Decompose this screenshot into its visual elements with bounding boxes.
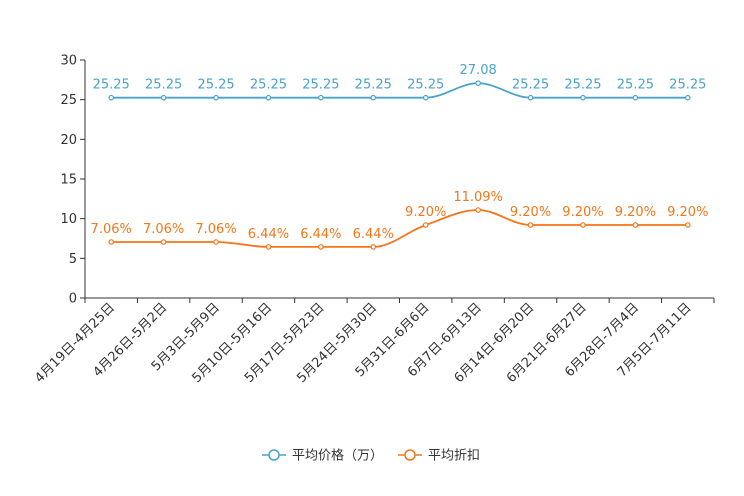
data-label: 11.09% [453,190,503,205]
data-point [527,94,534,101]
data-label: 27.08 [460,63,497,78]
data-point [160,94,167,101]
data-point [422,222,429,228]
data-point [318,94,324,101]
y-tick-label: 20 [60,133,77,148]
data-label: 7.06% [143,222,184,237]
data-label: 9.20% [405,205,446,220]
data-label: 9.20% [667,205,708,220]
y-tick-label: 25 [60,93,77,108]
y-tick-label: 5 [69,252,77,267]
data-label: 6.44% [300,227,341,242]
legend-item-average-discount: 平均折扣 [398,449,480,464]
data-point [265,244,272,250]
data-point [632,94,639,101]
data-label: 7.06% [195,222,236,237]
legend-label: 平均折扣 [428,449,480,464]
chart-series: 25.25 25.25 25.25 25.25 25.25 25.25 25.25 27.08… [91,63,708,250]
chart-legend: 平均价格（万） 平均折扣 [262,448,480,464]
y-tick-label: 30 [60,54,77,69]
y-tick-label: 10 [60,212,77,227]
legend-item-average-price: 平均价格（万） [262,448,383,464]
data-point [527,222,534,228]
data-label: 25.25 [669,78,706,93]
data-point [318,244,324,250]
chart-axes: 0510152025304月19日-4月25日4月26日-5月2日5月3日-5月… [32,54,715,386]
data-point [265,94,272,101]
series-line [111,82,688,99]
series-line [111,209,688,248]
data-label: 6.44% [248,227,289,242]
data-point [580,222,586,228]
legend-marker [404,449,416,461]
data-label: 9.20% [562,205,603,220]
data-label: 25.25 [197,78,234,93]
data-label: 25.25 [93,78,130,93]
data-point [213,239,219,245]
data-point [475,80,481,86]
data-point [684,222,691,228]
data-point [108,94,115,101]
data-point [475,207,481,213]
data-label: 25.25 [355,78,392,93]
data-label: 25.25 [302,78,339,93]
data-label: 25.25 [145,78,182,93]
y-tick-label: 15 [60,173,77,188]
data-point [422,94,429,101]
data-label: 25.25 [250,78,287,93]
data-label: 25.25 [564,78,601,93]
data-label: 6.44% [353,227,394,242]
data-point [108,239,115,245]
data-point [632,222,639,228]
legend-marker [268,449,280,461]
series-average-price: 25.25 25.25 25.25 25.25 25.25 25.25 25.25 27.08… [93,63,706,101]
series-average-discount: 7.06% 7.06% 7.06% 6.44% 6.44% 6.44% 9.20% 11.09… [91,190,708,250]
data-label: 25.25 [512,78,549,93]
data-label: 25.25 [617,78,654,93]
y-tick-label: 0 [69,292,77,307]
data-point [370,94,377,101]
data-point [684,94,691,101]
data-label: 25.25 [407,78,444,93]
data-label: 7.06% [91,222,132,237]
data-label: 9.20% [615,205,656,220]
data-point [580,94,586,101]
data-point [213,94,219,101]
data-label: 9.20% [510,205,551,220]
legend-label: 平均价格（万） [292,448,383,464]
data-point [160,239,167,245]
data-point [370,244,377,250]
